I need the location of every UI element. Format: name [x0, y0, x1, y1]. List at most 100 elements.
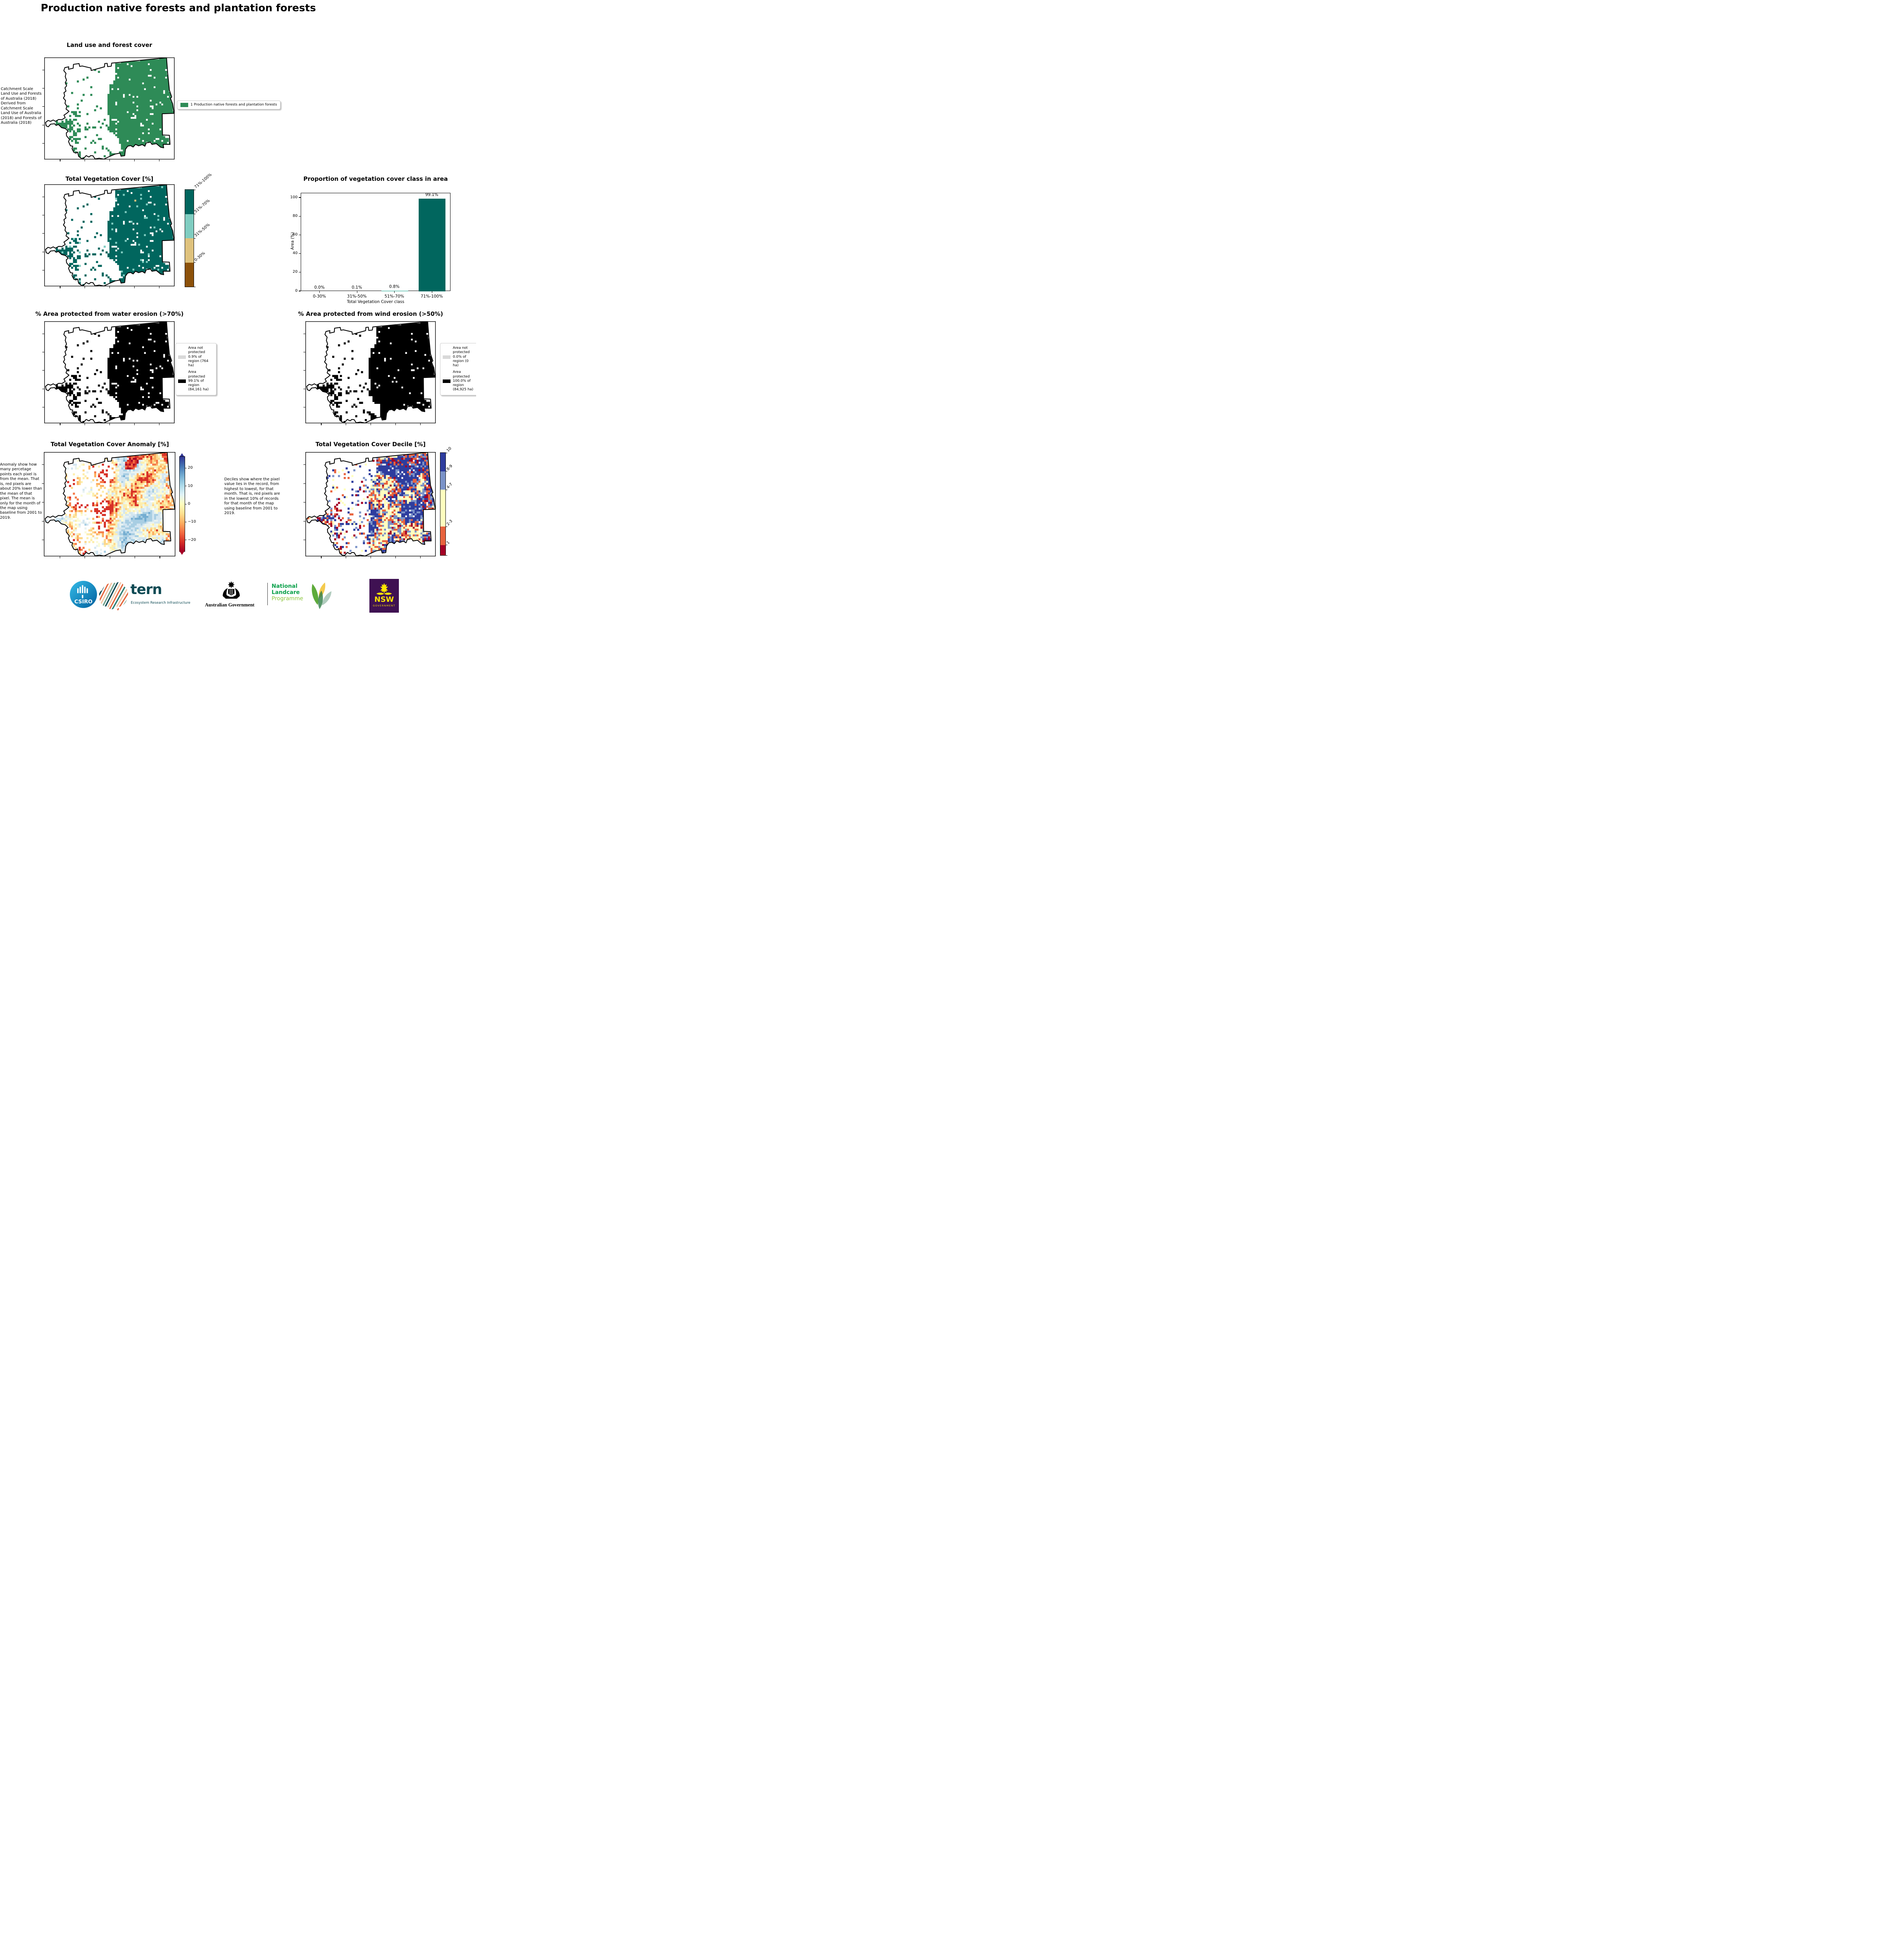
colorbar-class-label: 2-3 [446, 519, 454, 527]
landuse-caption: Catchment Scale Land Use and Forests of … [1, 87, 42, 125]
wind-panel-title: % Area protected from wind erosion (>50%… [298, 310, 443, 317]
nsw-waratah-icon [376, 583, 392, 595]
wind-erosion-map [305, 321, 436, 423]
legend-row-protected: Area protected 99.1% of region (84,161 h… [178, 370, 214, 392]
csiro-waveform-icon [77, 585, 88, 598]
x-axis-tick [395, 423, 396, 425]
csiro-logo: CSIRO [70, 581, 97, 608]
tern-subtitle: Ecosystem Research Infrastructure [131, 601, 191, 605]
vegcover-colorbar: 71%-100% 51%-70% 31%-50% 0-30% [185, 173, 213, 287]
x-tick [319, 291, 320, 293]
water-panel-title: % Area protected from water erosion (>70… [35, 310, 184, 317]
bar [419, 199, 446, 291]
tern-australia-icon [99, 582, 128, 611]
colorbar-tick-label: −20 [188, 537, 196, 542]
vegcover-panel-title: Total Vegetation Cover [%] [65, 175, 154, 182]
legend-row-protected: Area protected 100.0% of region (84,925 … [443, 370, 476, 392]
y-tick-label: 0 [295, 288, 298, 293]
y-axis-tick [42, 370, 44, 371]
x-axis-tick [109, 159, 110, 161]
x-tick-label: 0-30% [313, 294, 326, 299]
colorbar-arrow-up [180, 453, 184, 457]
anomaly-colorbar: 20 10 0 −10 −20 [179, 453, 196, 555]
legend-row-not-protected: Area not protected 0.9% of region (764 h… [178, 346, 214, 368]
y-axis-tick [42, 106, 44, 107]
protected-label: Area protected 99.1% of region (84,161 h… [188, 370, 209, 392]
y-tick-label: 40 [293, 251, 298, 256]
colorbar-segment [185, 190, 194, 214]
x-axis-tick [134, 159, 135, 161]
colorbar-segment [185, 238, 194, 263]
decile-caption: Deciles show where the pixel value lies … [224, 477, 280, 516]
protected-swatch [178, 379, 186, 383]
colorbar-segment [440, 471, 445, 490]
anomaly-caption: Anomaly show how many percetage points e… [0, 462, 42, 520]
water-erosion-legend: Area not protected 0.9% of region (764 h… [175, 343, 217, 395]
colorbar-segment [185, 214, 194, 238]
proportion-chart-plot [301, 193, 450, 291]
colorbar-class-label: 4-7 [446, 482, 454, 490]
x-tick-label: 51%-70% [385, 294, 404, 299]
colorbar-class-label: 51%-70% [194, 198, 211, 214]
colorbar-tick [194, 238, 196, 239]
page-title: Production native forests and plantation… [41, 2, 316, 14]
nsw-label: NSW [374, 595, 394, 604]
x-axis-tick [420, 556, 421, 558]
report-page: Production native forests and plantation… [0, 0, 476, 613]
y-tick-label: 60 [293, 232, 298, 237]
not-protected-label: Area not protected 0.0% of region (0 ha) [453, 346, 470, 367]
colorbar-tick-label: −10 [188, 520, 196, 524]
vegcover-map [44, 184, 175, 286]
legend-row-not-protected: Area not protected 0.0% of region (0 ha) [443, 346, 476, 368]
footer-divider [267, 583, 268, 605]
y-tick [299, 216, 301, 217]
decile-map [305, 452, 436, 556]
australian-government-crest-icon [223, 581, 240, 599]
anomaly-panel-title: Total Vegetation Cover Anomaly [%] [50, 441, 169, 448]
landuse-legend-label: 1 Production native forests and plantati… [191, 103, 277, 107]
bar-value-label: 99.1% [425, 192, 438, 197]
colorbar-class-label: 0-30% [194, 251, 206, 262]
not-protected-label: Area not protected 0.9% of region (764 h… [188, 346, 209, 367]
colorbar-gradient [179, 456, 185, 552]
landuse-legend-swatch [180, 103, 188, 107]
nsw-government-logo: NSW GOVERNMENT [369, 579, 399, 613]
nsw-sublabel: GOVERNMENT [372, 605, 396, 607]
landuse-map [44, 57, 175, 159]
x-axis-tick [159, 556, 160, 558]
colorbar-segment [440, 545, 445, 555]
colorbar-class-label: 10 [446, 446, 453, 453]
y-tick-label: 100 [290, 195, 298, 199]
proportion-chart-title: Proportion of vegetation cover class in … [303, 175, 448, 182]
colorbar-class-label: 71%-100% [194, 172, 213, 190]
protected-label: Area protected 100.0% of region (84,925 … [453, 370, 473, 392]
x-axis-tick [395, 556, 396, 558]
protected-swatch [443, 379, 450, 383]
not-protected-swatch [443, 355, 450, 359]
water-erosion-map [44, 321, 175, 423]
tern-wordmark: tern [130, 582, 162, 598]
colorbar-class-label: 8-9 [446, 464, 454, 471]
x-tick-label: 31%-50% [347, 294, 367, 299]
csiro-circle-icon [70, 581, 97, 608]
y-axis-tick [303, 483, 305, 484]
csiro-label: CSIRO [74, 599, 93, 605]
landuse-legend: 1 Production native forests and plantati… [177, 100, 281, 110]
landcare-title: National Landcare Programme [272, 583, 303, 602]
x-tick-label: 71%-100% [421, 294, 443, 299]
landcare-line-2: Landcare [272, 589, 300, 596]
y-axis-tick [42, 233, 44, 234]
anomaly-map [44, 452, 175, 556]
vegcover-map-canvas [44, 184, 175, 286]
x-axis-tick [420, 423, 421, 425]
anomaly-map-canvas [44, 452, 175, 556]
australian-government-label: Australian Government [205, 602, 255, 608]
not-protected-swatch [178, 355, 186, 359]
y-tick [299, 253, 301, 254]
decile-colorbar: 10 8-9 4-7 2-3 1 [440, 446, 454, 556]
x-axis-tick [134, 286, 135, 288]
water-erosion-map-canvas [44, 321, 175, 423]
colorbar-tick [194, 262, 196, 263]
colorbar-class-label: 1 [446, 540, 451, 545]
landcare-line-1: National [272, 583, 298, 589]
